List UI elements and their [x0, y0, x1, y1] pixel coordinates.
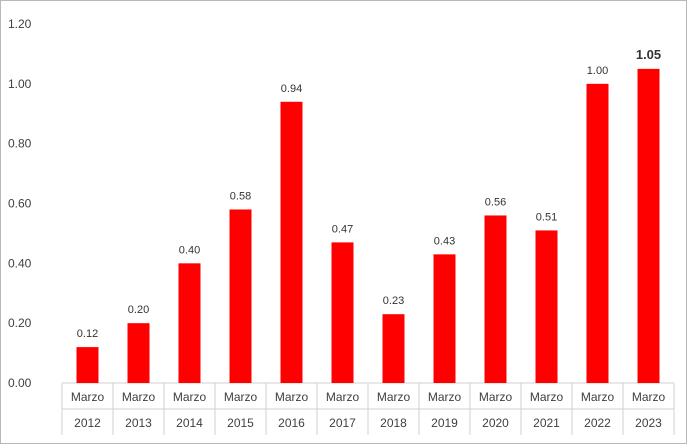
- category-label: Marzo: [479, 390, 513, 404]
- y-tick-label: 0.80: [8, 137, 32, 151]
- y-tick-label: 0.60: [8, 197, 32, 211]
- y-tick-label: 1.00: [8, 77, 32, 91]
- category-label: Marzo: [122, 390, 156, 404]
- category-label: 2020: [482, 416, 509, 430]
- data-label: 0.94: [281, 83, 302, 95]
- category-label: Marzo: [275, 390, 309, 404]
- bar: [331, 242, 354, 383]
- bar: [484, 215, 507, 383]
- category-label: 2017: [329, 416, 356, 430]
- bar: [178, 263, 201, 383]
- bar: [535, 230, 558, 383]
- data-label: 1.00: [587, 65, 608, 77]
- category-label: 2016: [278, 416, 305, 430]
- y-tick-label: 0.20: [8, 316, 32, 330]
- data-label: 1.05: [636, 47, 661, 62]
- bar: [382, 314, 405, 383]
- category-label: Marzo: [71, 390, 105, 404]
- category-label: 2021: [533, 416, 560, 430]
- bar: [127, 323, 150, 383]
- category-label: 2022: [584, 416, 611, 430]
- data-label: 0.43: [434, 235, 455, 247]
- bar: [280, 101, 303, 384]
- category-label: 2019: [431, 416, 458, 430]
- category-label: Marzo: [224, 390, 258, 404]
- category-label: Marzo: [173, 390, 207, 404]
- category-label: 2014: [176, 416, 203, 430]
- bar: [433, 254, 456, 383]
- y-tick-label: 0.00: [8, 376, 32, 390]
- data-label: 0.47: [332, 223, 353, 235]
- category-label: Marzo: [428, 390, 462, 404]
- bar: [76, 347, 99, 383]
- category-label: 2015: [227, 416, 254, 430]
- category-label: Marzo: [530, 390, 564, 404]
- category-label: Marzo: [632, 390, 666, 404]
- data-label: 0.23: [383, 295, 404, 307]
- data-label: 0.58: [230, 190, 251, 202]
- category-label: 2023: [635, 416, 662, 430]
- y-tick-label: 1.20: [8, 17, 32, 31]
- bar: [229, 209, 252, 383]
- data-label: 0.51: [536, 211, 557, 223]
- category-label: Marzo: [581, 390, 615, 404]
- category-label: 2018: [380, 416, 407, 430]
- bar: [637, 68, 660, 383]
- data-label: 0.56: [485, 196, 506, 208]
- category-label: 2013: [125, 416, 152, 430]
- data-label: 0.12: [77, 328, 98, 340]
- category-label: Marzo: [377, 390, 411, 404]
- category-label: Marzo: [326, 390, 360, 404]
- y-tick-label: 0.40: [8, 256, 32, 270]
- category-label: 2012: [74, 416, 101, 430]
- data-label: 0.20: [128, 304, 149, 316]
- data-label: 0.40: [179, 244, 200, 256]
- bar: [586, 83, 609, 383]
